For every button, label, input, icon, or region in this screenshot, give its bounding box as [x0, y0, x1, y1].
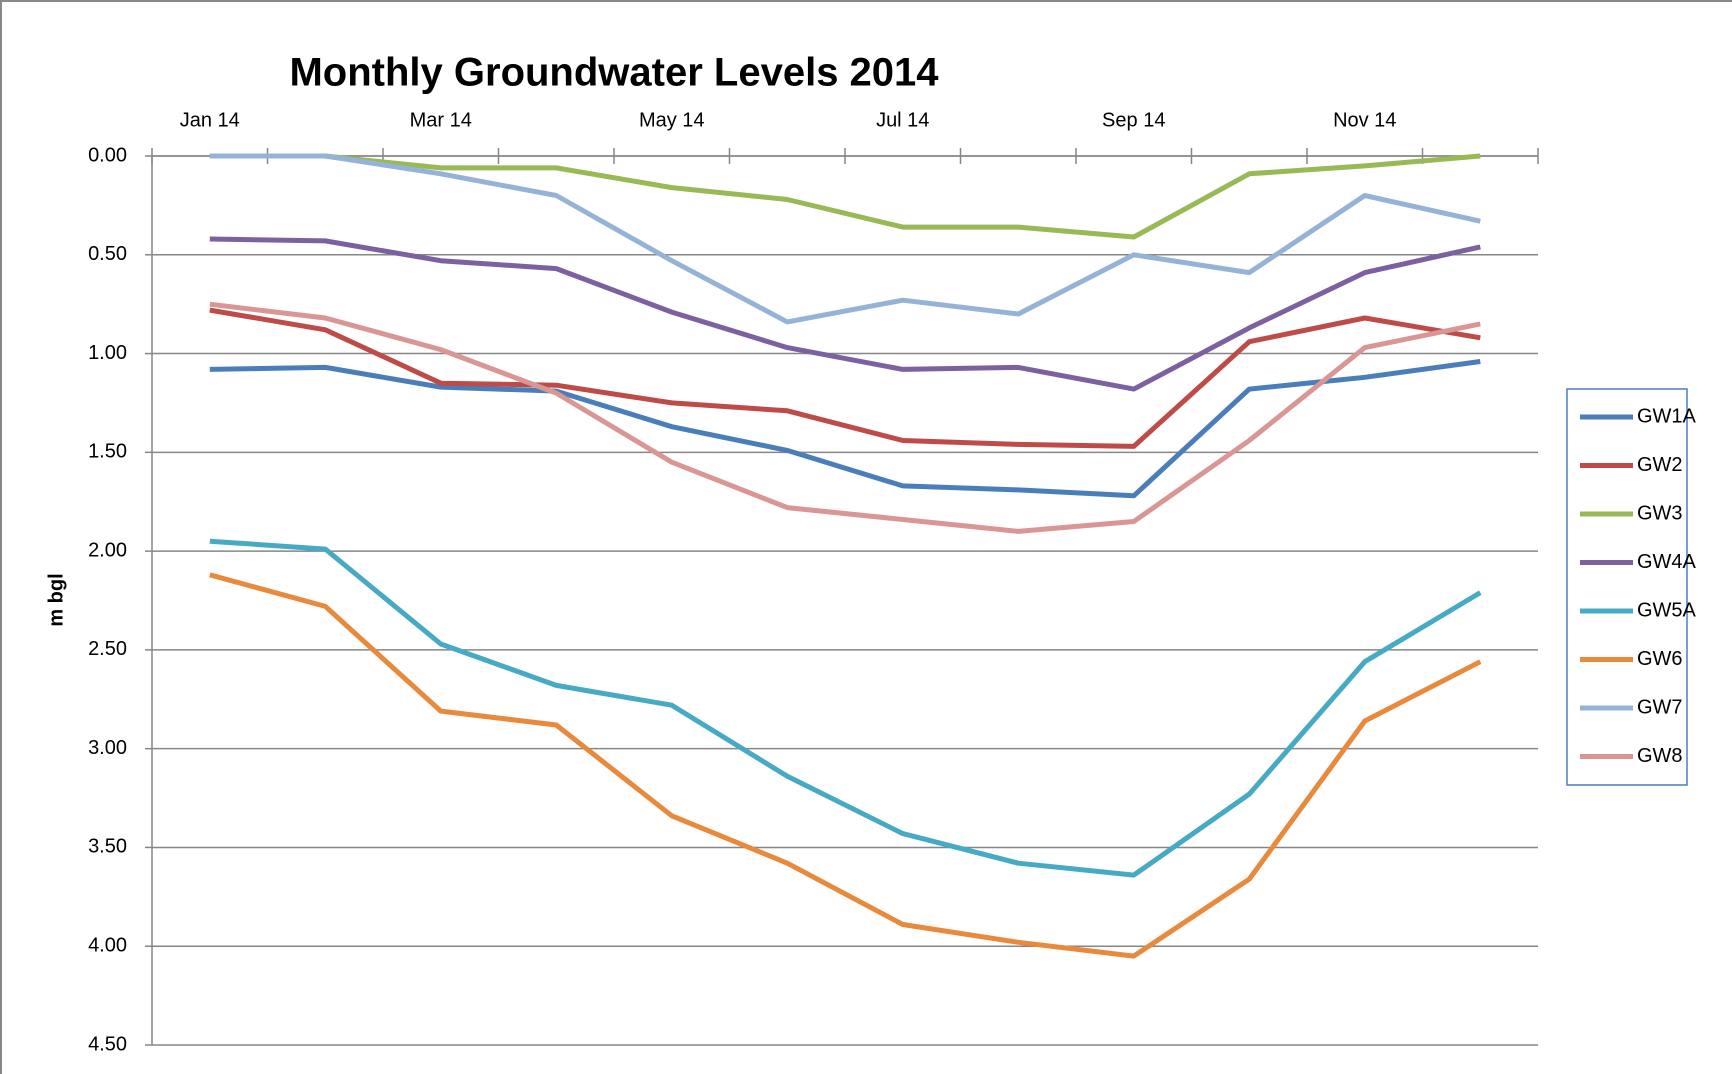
legend-label: GW1A [1637, 405, 1697, 427]
legend-label: GW8 [1637, 745, 1683, 767]
legend-label: GW5A [1637, 599, 1697, 621]
x-tick-label: Jul 14 [876, 109, 929, 131]
y-tick-label: 2.50 [88, 638, 127, 660]
series-line [209, 153, 1481, 240]
y-tick-label: 1.50 [88, 441, 127, 463]
x-tick-label: Sep 14 [1102, 109, 1165, 131]
legend-label: GW3 [1637, 502, 1683, 524]
y-tick-label: 4.00 [88, 935, 127, 957]
x-tick-label: Jan 14 [180, 109, 240, 131]
y-tick-label: 2.00 [88, 539, 127, 561]
x-tick-label: Mar 14 [410, 109, 472, 131]
y-tick-label: 3.50 [88, 836, 127, 858]
y-tick-label: 3.00 [88, 737, 127, 759]
series-line [209, 572, 1482, 959]
series-line [209, 153, 1481, 325]
x-tick-label: Nov 14 [1333, 109, 1396, 131]
series-line [209, 538, 1482, 878]
y-tick-label: 1.00 [88, 342, 127, 364]
series-line [209, 301, 1481, 534]
legend-label: GW6 [1637, 648, 1683, 670]
y-tick-label: 0.50 [88, 243, 127, 265]
x-tick-label: May 14 [639, 109, 705, 131]
legend-label: GW4A [1637, 551, 1697, 573]
series-line [209, 236, 1481, 392]
chart-title: Monthly Groundwater Levels 2014 [289, 51, 939, 95]
series-line [209, 359, 1481, 499]
y-tick-label: 4.50 [88, 1033, 127, 1055]
legend-label: GW2 [1637, 454, 1683, 476]
legend-box [1566, 388, 1688, 786]
y-axis-label: m bgl [45, 573, 67, 626]
legend-label: GW7 [1637, 696, 1683, 718]
y-tick-label: 0.00 [88, 144, 127, 166]
series-line [209, 307, 1481, 449]
legend: GW1A GW2 GW3 GW4A GW5A GW6 GW7 GW8 [1566, 388, 1697, 786]
